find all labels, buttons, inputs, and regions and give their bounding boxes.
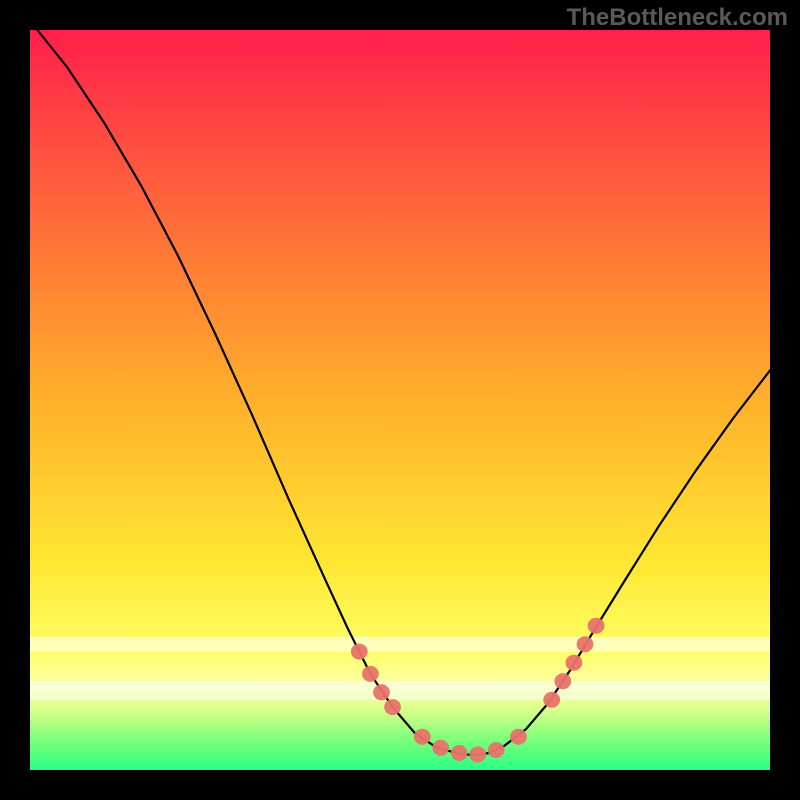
chart-container: TheBottleneck.com: [0, 0, 800, 800]
data-dot: [414, 729, 430, 744]
data-dot: [544, 692, 560, 707]
data-dot: [566, 655, 582, 670]
chart-band-1: [30, 681, 770, 700]
data-dot: [451, 745, 467, 760]
data-dot: [385, 700, 401, 715]
data-dot: [577, 637, 593, 652]
data-dot: [511, 729, 527, 744]
data-dot: [351, 644, 367, 659]
chart-band-0: [30, 637, 770, 652]
data-dot: [588, 618, 604, 633]
data-dot: [488, 743, 504, 758]
data-dot: [374, 685, 390, 700]
data-dot: [555, 674, 571, 689]
data-dot: [433, 740, 449, 755]
data-dot: [363, 666, 379, 681]
data-dot: [470, 747, 486, 762]
chart-background: [30, 30, 770, 770]
watermark-text: TheBottleneck.com: [567, 4, 788, 32]
chart-svg: [0, 0, 800, 800]
